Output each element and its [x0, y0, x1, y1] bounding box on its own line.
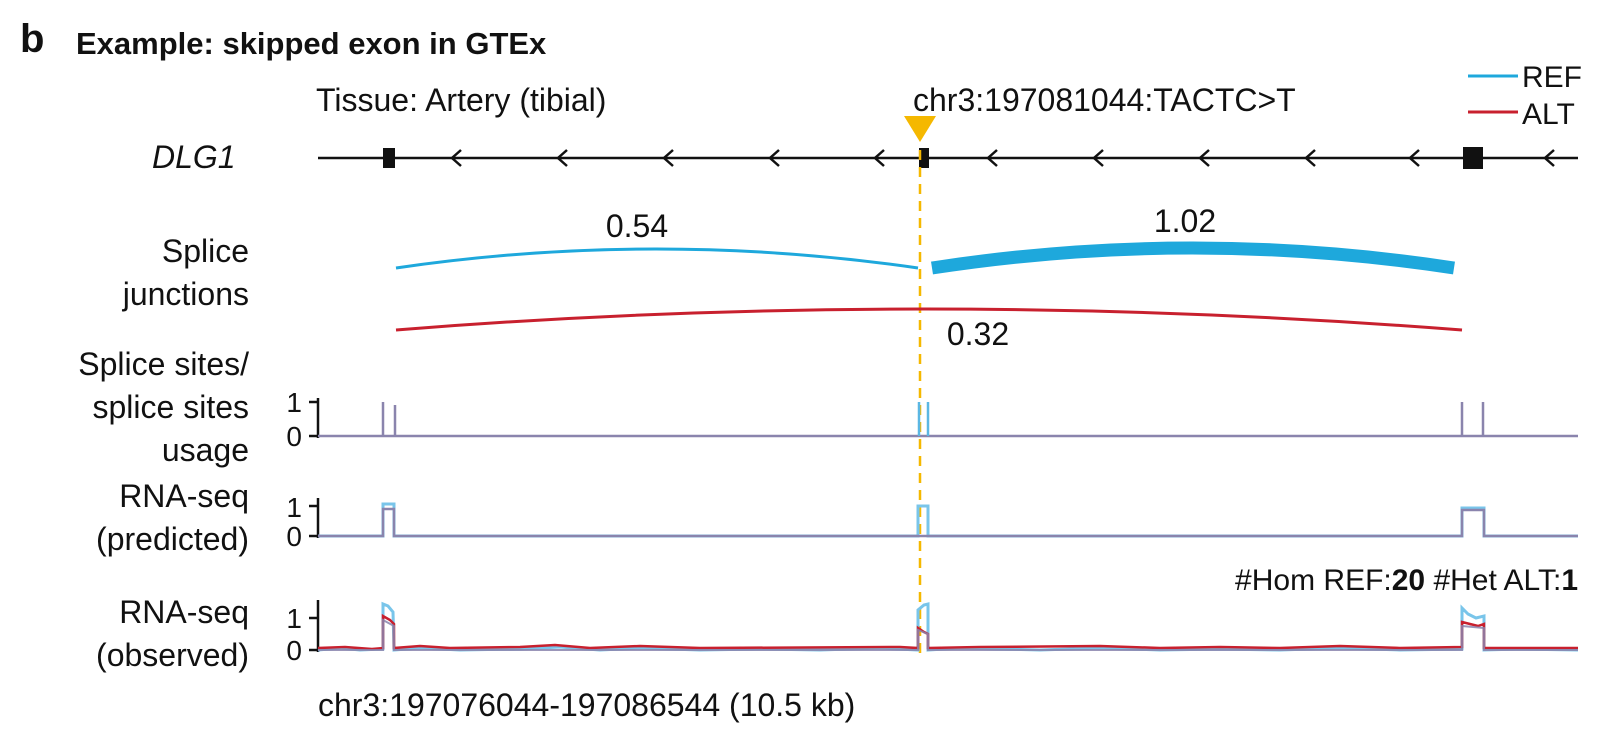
sites-label-line3: usage: [162, 432, 249, 468]
figure-title: Example: skipped exon in GTEx: [76, 26, 547, 61]
strand-chevron: [450, 149, 462, 167]
observed-tick-0: 0: [286, 635, 302, 666]
exon-2-skipped: [919, 148, 929, 168]
junctions-label-line2: junctions: [122, 276, 249, 312]
strand-chevron: [556, 149, 568, 167]
sites-label-line2: splice sites: [93, 389, 250, 425]
legend-ref-label: REF: [1522, 61, 1582, 94]
junctions-label-line1: Splice: [162, 233, 249, 269]
strand-chevron: [873, 149, 885, 167]
predicted-trace-alt: [318, 507, 1578, 538]
exon-1: [383, 148, 395, 168]
region-label: chr3:197076044-197086544 (10.5 kb): [318, 687, 855, 723]
predicted-label-line2: (predicted): [96, 521, 249, 557]
junction-arc-ref-2: [931, 241, 1455, 275]
junction-value-0-32: 0.32: [947, 316, 1009, 352]
predicted-label-line1: RNA-seq: [119, 478, 249, 514]
strand-chevron: [1304, 149, 1316, 167]
observed-trace-alt: [317, 613, 1578, 651]
strand-chevron: [986, 149, 998, 167]
observed-axis: 1 0: [286, 600, 320, 666]
site-usage-bars: [381, 402, 1485, 436]
legend: REF ALT: [1468, 61, 1582, 131]
strand-chevron: [1408, 149, 1420, 167]
variant-label: chr3:197081044:TACTC>T: [913, 82, 1296, 118]
hom-ref-prefix: #Hom REF:: [1235, 564, 1392, 597]
predicted-axis: 1 0: [286, 492, 320, 552]
sites-label-line1: Splice sites/: [78, 346, 249, 382]
junction-arc-alt: [395, 307, 1463, 332]
observed-label-line2: (observed): [96, 637, 249, 673]
strand-chevrons: [450, 149, 1555, 167]
strand-chevron: [768, 149, 780, 167]
predicted-tick-1: 1: [286, 492, 302, 523]
exon-3: [1463, 147, 1483, 169]
junction-arc-ref-1: [395, 247, 919, 270]
gene-name: DLG1: [152, 139, 236, 175]
genotype-counts: #Hom REF:20 #Het ALT:1: [1235, 564, 1578, 597]
panel-letter: b: [20, 17, 44, 61]
legend-alt-label: ALT: [1522, 98, 1575, 131]
observed-trace-mix: [318, 618, 1578, 651]
strand-chevron: [1543, 149, 1555, 167]
variant-marker: [904, 116, 936, 142]
gene-model: DLG1: [152, 139, 1578, 175]
strand-chevron: [662, 149, 674, 167]
junction-value-1-02: 1.02: [1154, 203, 1216, 239]
het-alt-prefix: #Het ALT:: [1425, 564, 1561, 597]
predicted-tick-0: 0: [286, 521, 302, 552]
predicted-trace-ref: [318, 502, 1578, 538]
sites-axis: 1 0: [286, 387, 320, 452]
sites-tick-0: 0: [286, 421, 302, 452]
het-alt-count: 1: [1561, 564, 1578, 597]
observed-tick-1: 1: [286, 603, 302, 634]
observed-label-line1: RNA-seq: [119, 594, 249, 630]
tissue-label: Tissue: Artery (tibial): [316, 82, 606, 118]
junction-value-0-54: 0.54: [606, 208, 668, 244]
observed-trace-ref: [317, 601, 1579, 652]
strand-chevron: [1092, 149, 1104, 167]
hom-ref-count: 20: [1392, 564, 1425, 597]
sites-tick-1: 1: [286, 387, 302, 418]
strand-chevron: [1198, 149, 1210, 167]
